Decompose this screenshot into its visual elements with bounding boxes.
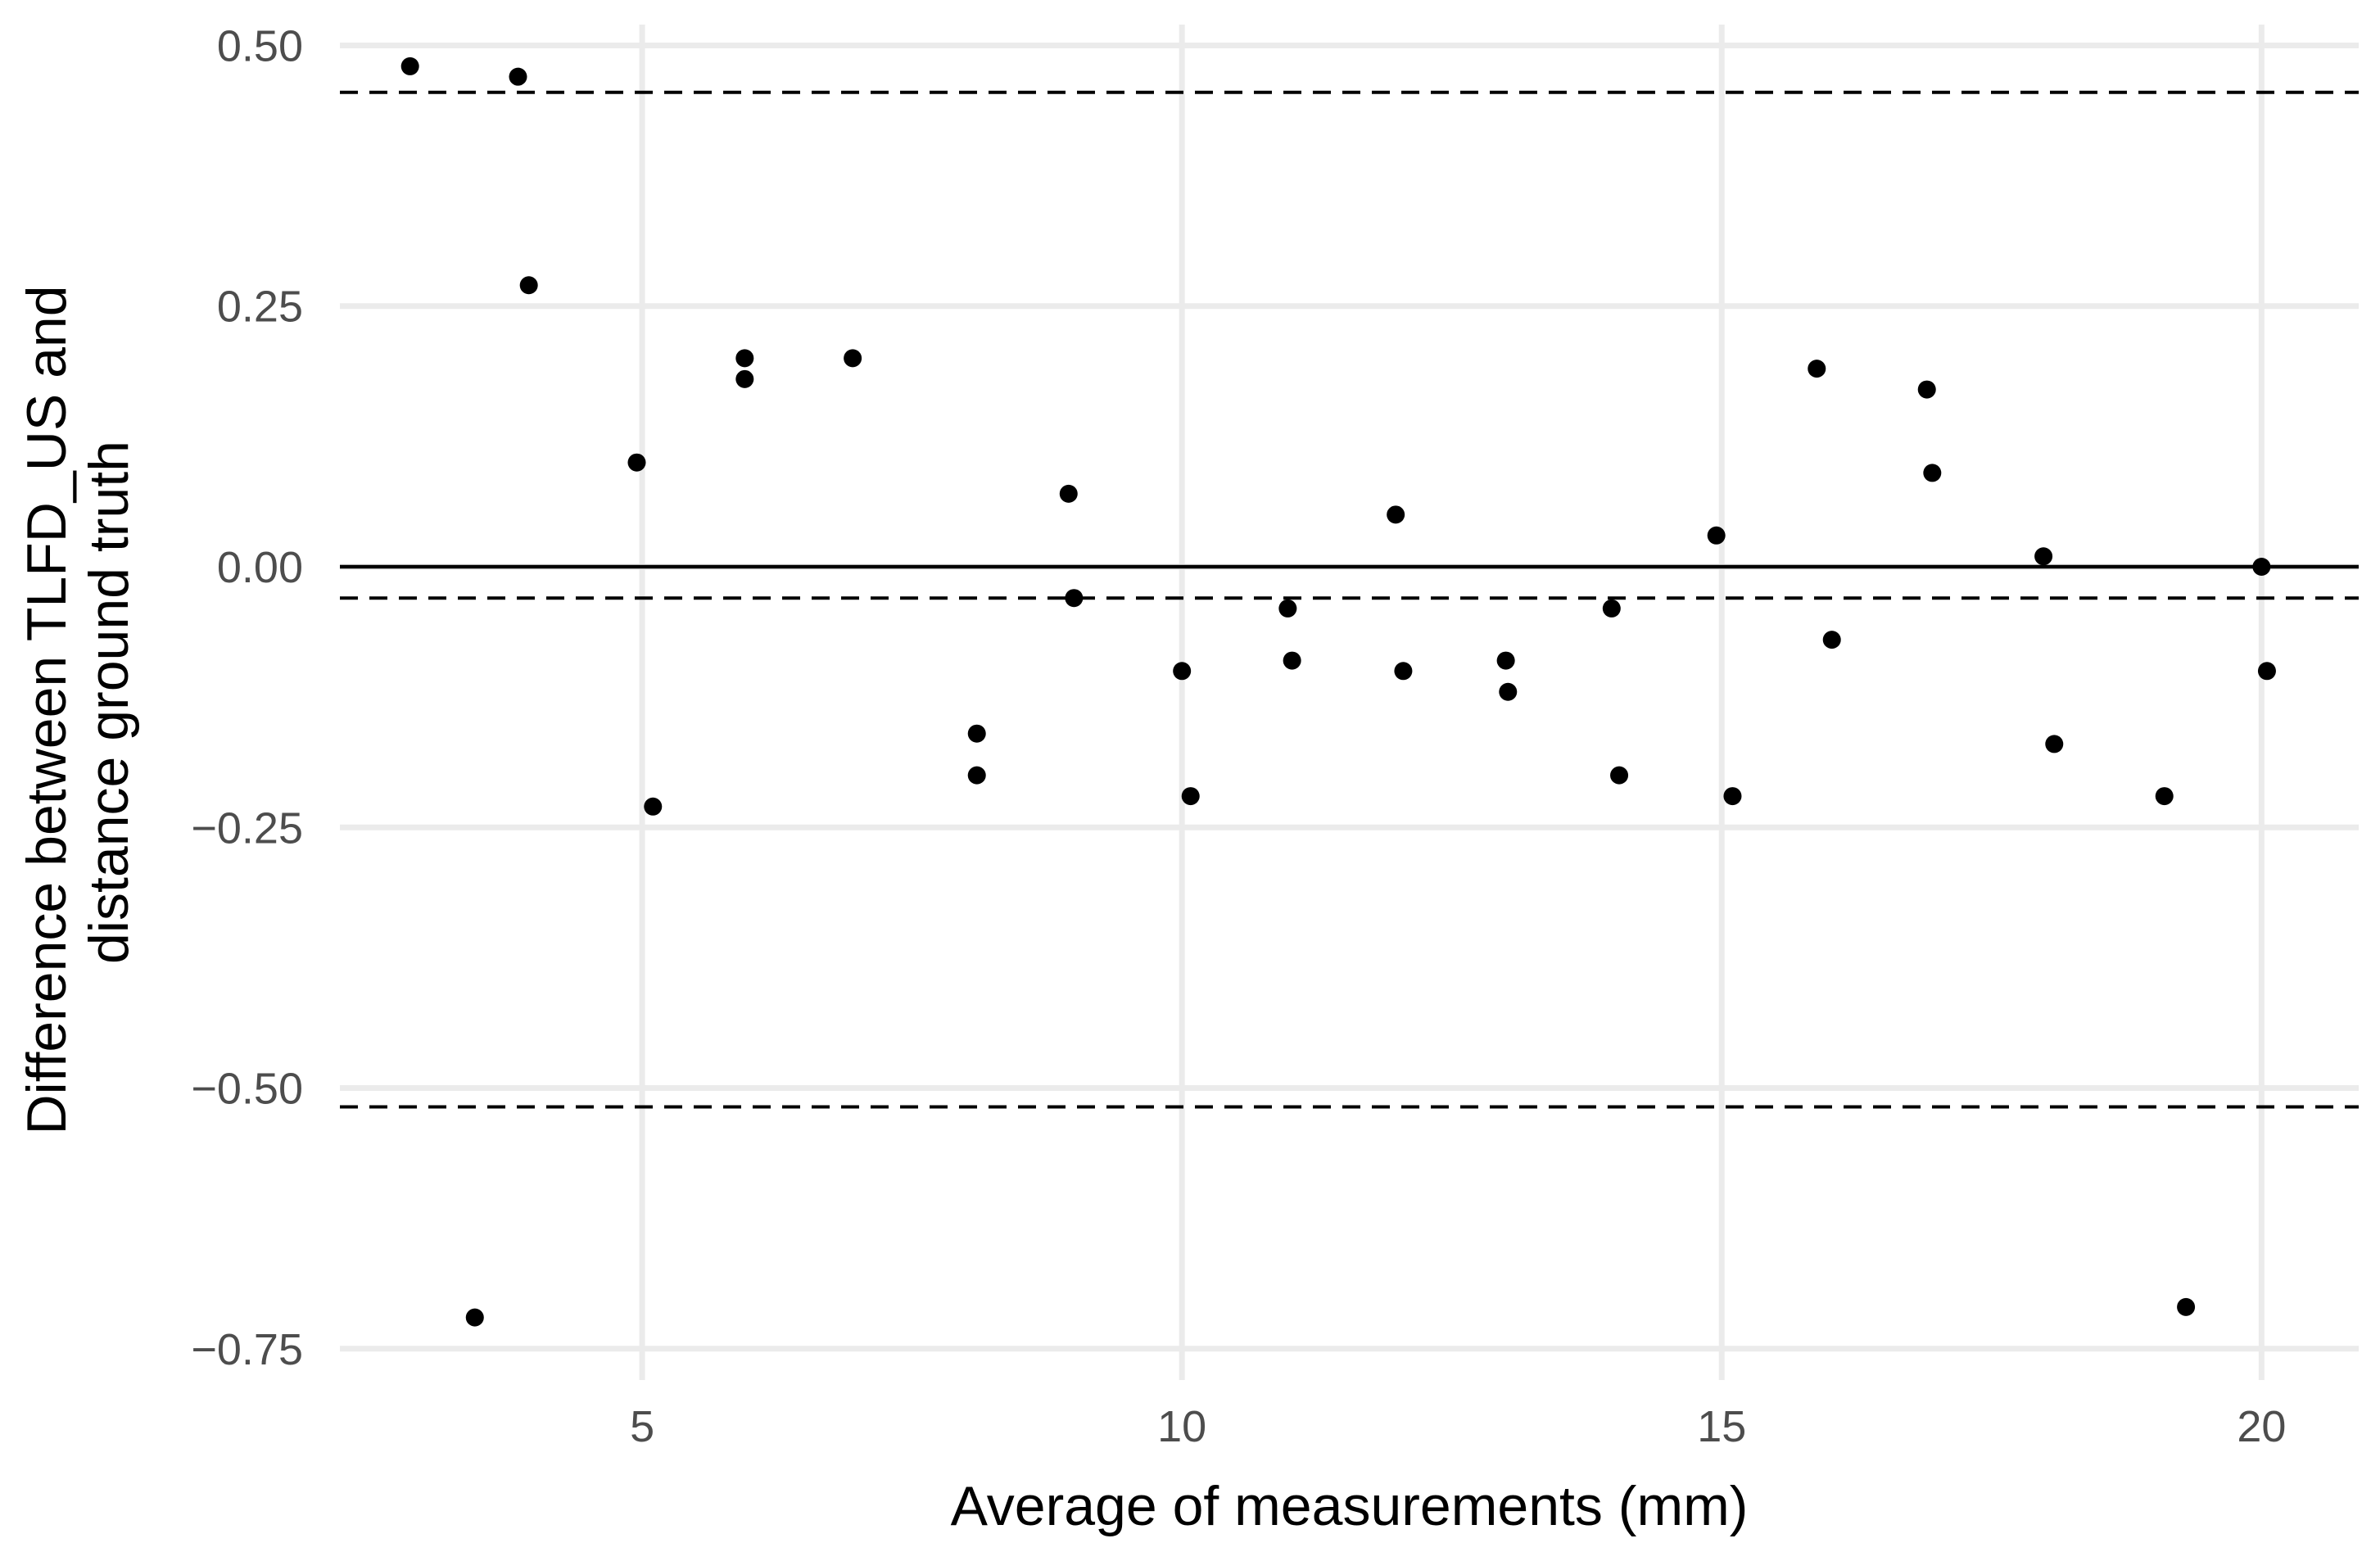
- data-point: [735, 369, 754, 388]
- y-tick-label: 0.25: [217, 283, 303, 332]
- data-points: [400, 57, 2276, 1327]
- y-tick-label: −0.50: [191, 1065, 303, 1114]
- data-point: [1917, 380, 1936, 399]
- data-point: [1283, 651, 1301, 670]
- data-point: [519, 276, 538, 295]
- y-axis-title-line-2: distance ground truth: [78, 441, 140, 964]
- y-tick-label: 0.50: [217, 21, 303, 70]
- reference-lines: [340, 90, 2359, 1109]
- data-point: [1173, 662, 1192, 681]
- data-point: [2034, 547, 2053, 566]
- x-tick-label: 5: [630, 1402, 654, 1451]
- y-tick-label: −0.75: [191, 1325, 303, 1374]
- data-point: [644, 797, 663, 816]
- data-point: [2257, 662, 2276, 681]
- data-point: [1610, 766, 1629, 785]
- data-point: [967, 766, 986, 785]
- data-point: [509, 67, 527, 86]
- data-point: [1181, 787, 1200, 806]
- x-tick-label: 10: [1157, 1402, 1206, 1451]
- data-point: [400, 57, 419, 75]
- data-point: [1822, 631, 1841, 649]
- x-tick-label: 20: [2237, 1402, 2286, 1451]
- data-point: [1723, 787, 1742, 806]
- data-point: [1923, 464, 1942, 482]
- data-point: [735, 349, 754, 368]
- data-point: [967, 724, 986, 743]
- x-tick-label: 15: [1697, 1402, 1746, 1451]
- data-point: [1387, 505, 1405, 524]
- y-axis-title-line-1: Difference between TLFD_US and: [16, 285, 78, 1134]
- data-point: [2045, 735, 2064, 753]
- data-point: [1278, 599, 1297, 618]
- data-point: [465, 1308, 484, 1327]
- data-point: [1394, 662, 1413, 681]
- data-point: [1499, 682, 1518, 701]
- y-tick-labels: 0.50 0.25 0.00 −0.25 −0.50 −0.75: [191, 21, 303, 1373]
- data-point: [2177, 1297, 2196, 1316]
- data-point: [1496, 651, 1515, 670]
- y-axis-title: Difference between TLFD_US and distance …: [16, 270, 140, 1135]
- data-point: [2252, 558, 2271, 576]
- data-point: [1602, 599, 1621, 618]
- data-point: [1059, 484, 1078, 503]
- y-tick-label: 0.00: [217, 543, 303, 592]
- data-point: [1707, 526, 1726, 545]
- grid-lines: [340, 25, 2359, 1380]
- x-tick-labels: 5 10 15 20: [630, 1402, 2286, 1451]
- data-point: [2155, 787, 2174, 806]
- data-point: [1065, 589, 1084, 608]
- y-tick-label: −0.25: [191, 803, 303, 853]
- data-point: [1808, 360, 1826, 378]
- data-point: [844, 349, 862, 368]
- data-point: [627, 453, 646, 472]
- x-axis-title: Average of measurements (mm): [951, 1475, 1749, 1537]
